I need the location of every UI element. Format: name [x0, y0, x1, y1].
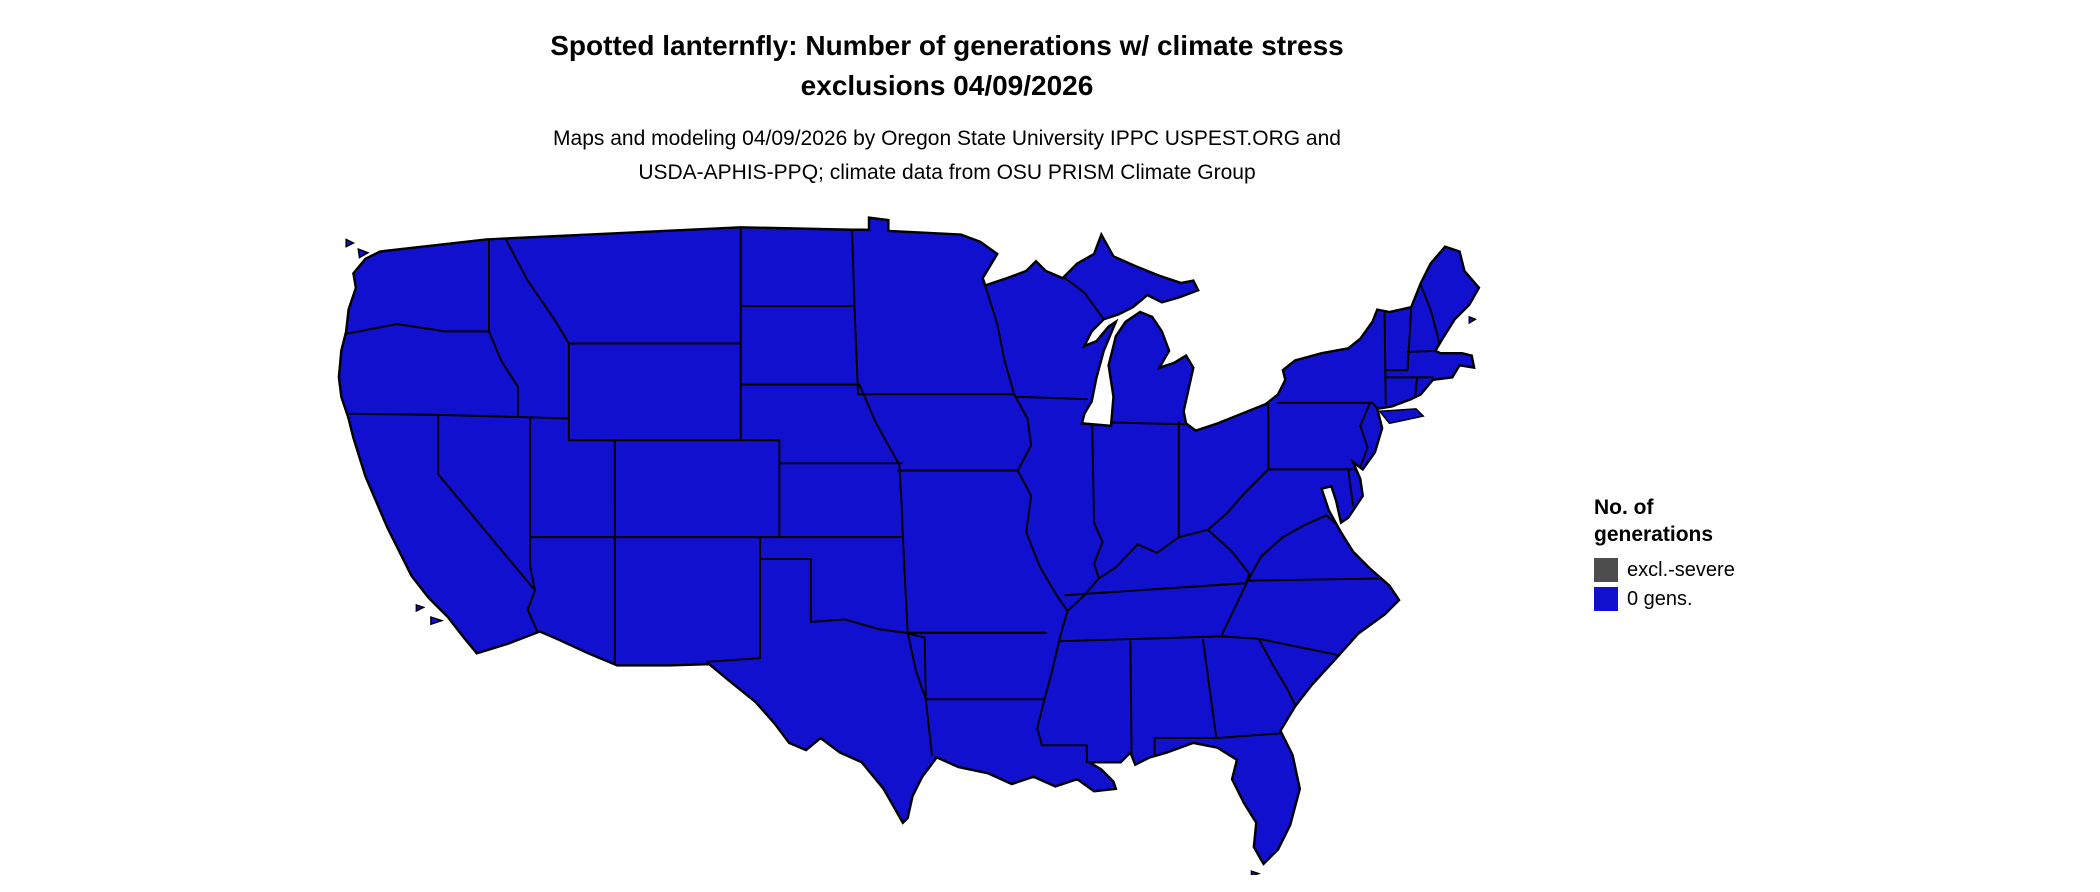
legend-item-0-gens: 0 gens. [1594, 587, 1814, 611]
us-landmass-outline [337, 216, 1481, 866]
page-subtitle: Maps and modeling 04/09/2026 by Oregon S… [0, 122, 1894, 190]
legend: No. of generations excl.-severe 0 gens. [1594, 494, 1814, 616]
long-island [1378, 408, 1425, 425]
us-choropleth-map [305, 215, 1485, 875]
page-subtitle-line2: USDA-APHIS-PPQ; climate data from OSU PR… [638, 161, 1256, 184]
legend-title-line1: No. of [1594, 496, 1654, 519]
us-map-svg [337, 216, 1481, 875]
islands [345, 238, 1477, 875]
page-title-line2: exclusions 04/09/2026 [800, 70, 1094, 101]
maine-islands [1468, 315, 1477, 325]
puget-sound-islands [345, 238, 370, 259]
state-borders [340, 226, 1442, 764]
legend-title-line2: generations [1594, 523, 1714, 546]
legend-swatch-excl-severe [1594, 558, 1618, 582]
legend-item-excl-severe: excl.-severe [1594, 558, 1814, 582]
page-title-line1: Spotted lanternfly: Number of generation… [550, 30, 1344, 61]
legend-swatch-0-gens [1594, 587, 1618, 611]
legend-title: No. of generations [1594, 494, 1814, 548]
channel-islands [415, 603, 445, 626]
florida-keys [1236, 870, 1261, 875]
legend-label-excl-severe: excl.-severe [1627, 559, 1735, 581]
legend-label-0-gens: 0 gens. [1627, 588, 1693, 610]
page-subtitle-line1: Maps and modeling 04/09/2026 by Oregon S… [553, 127, 1341, 150]
page-title: Spotted lanternfly: Number of generation… [0, 26, 1894, 106]
